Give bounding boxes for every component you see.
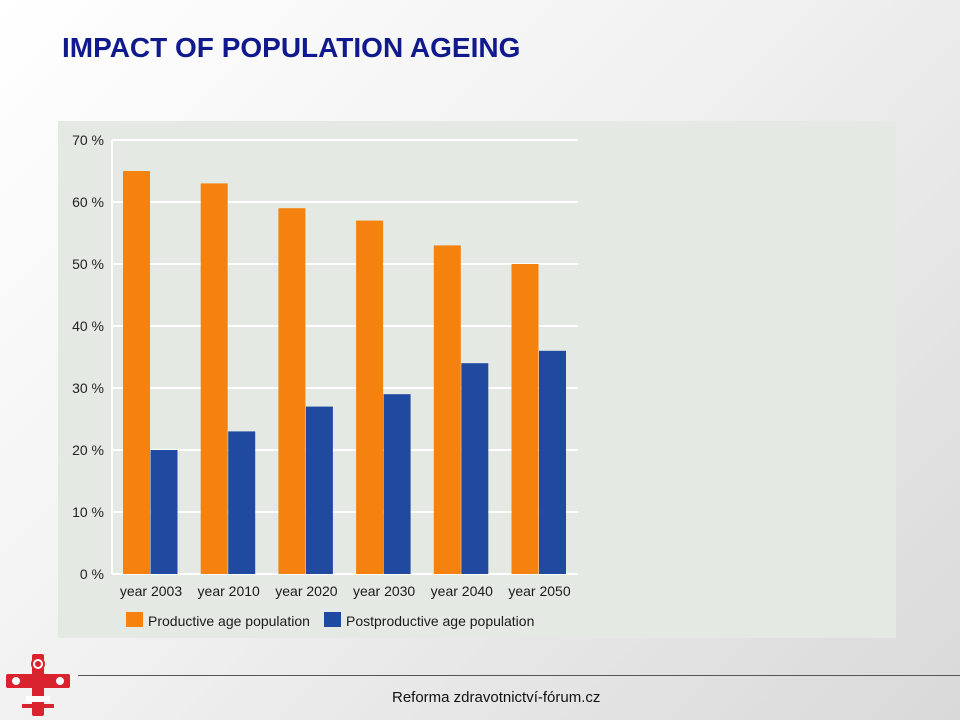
y-tick-label: 50 % (72, 256, 104, 272)
x-axis-labels: year 2003 year 2010 year 2020 year 2030 year… (120, 583, 571, 599)
legend-swatch (324, 612, 341, 627)
bar-productive (123, 171, 150, 574)
y-tick-label: 20 % (72, 442, 104, 458)
bar-postproductive (539, 350, 566, 574)
bar-postproductive (305, 406, 333, 574)
bar-postproductive (383, 394, 411, 574)
bars (123, 171, 566, 574)
x-category-label: year 2040 (431, 583, 493, 599)
y-axis-ticks: 0 % 10 % 20 % 30 % 40 % 50 % 60 % 70 % (72, 132, 104, 582)
y-tick-label: 10 % (72, 504, 104, 520)
legend: Productive age population Postproductive … (126, 612, 534, 629)
bar-productive (200, 183, 228, 574)
bar-postproductive (150, 450, 178, 574)
legend-label: Productive age population (148, 613, 310, 629)
footer-divider (78, 675, 960, 676)
x-category-label: year 2020 (275, 583, 337, 599)
x-category-label: year 2050 (508, 583, 570, 599)
bar-chart: 0 % 10 % 20 % 30 % 40 % 50 % 60 % 70 % year 200… (72, 132, 578, 629)
grid-lines (111, 139, 578, 575)
y-tick-label: 30 % (72, 380, 104, 396)
y-tick-label: 40 % (72, 318, 104, 334)
x-category-label: year 2030 (353, 583, 415, 599)
slide-title: IMPACT OF POPULATION AGEING (62, 32, 521, 63)
bar-productive (511, 264, 539, 574)
legend-swatch (126, 612, 143, 627)
y-tick-label: 0 % (80, 566, 104, 582)
red-cross-emblem-icon (6, 654, 70, 716)
y-tick-label: 60 % (72, 194, 104, 210)
x-category-label: year 2003 (120, 583, 182, 599)
bar-productive (433, 245, 461, 574)
bar-productive (356, 220, 384, 574)
footer-text: Reforma zdravotnictví-fórum.cz (392, 689, 601, 706)
y-tick-label: 70 % (72, 132, 104, 148)
bar-postproductive (461, 363, 489, 574)
chart-panel: 0 % 10 % 20 % 30 % 40 % 50 % 60 % 70 % year 200… (58, 121, 896, 638)
bar-productive (278, 208, 306, 574)
legend-label: Postproductive age population (346, 613, 534, 629)
bar-postproductive (228, 431, 256, 574)
x-category-label: year 2010 (198, 583, 260, 599)
